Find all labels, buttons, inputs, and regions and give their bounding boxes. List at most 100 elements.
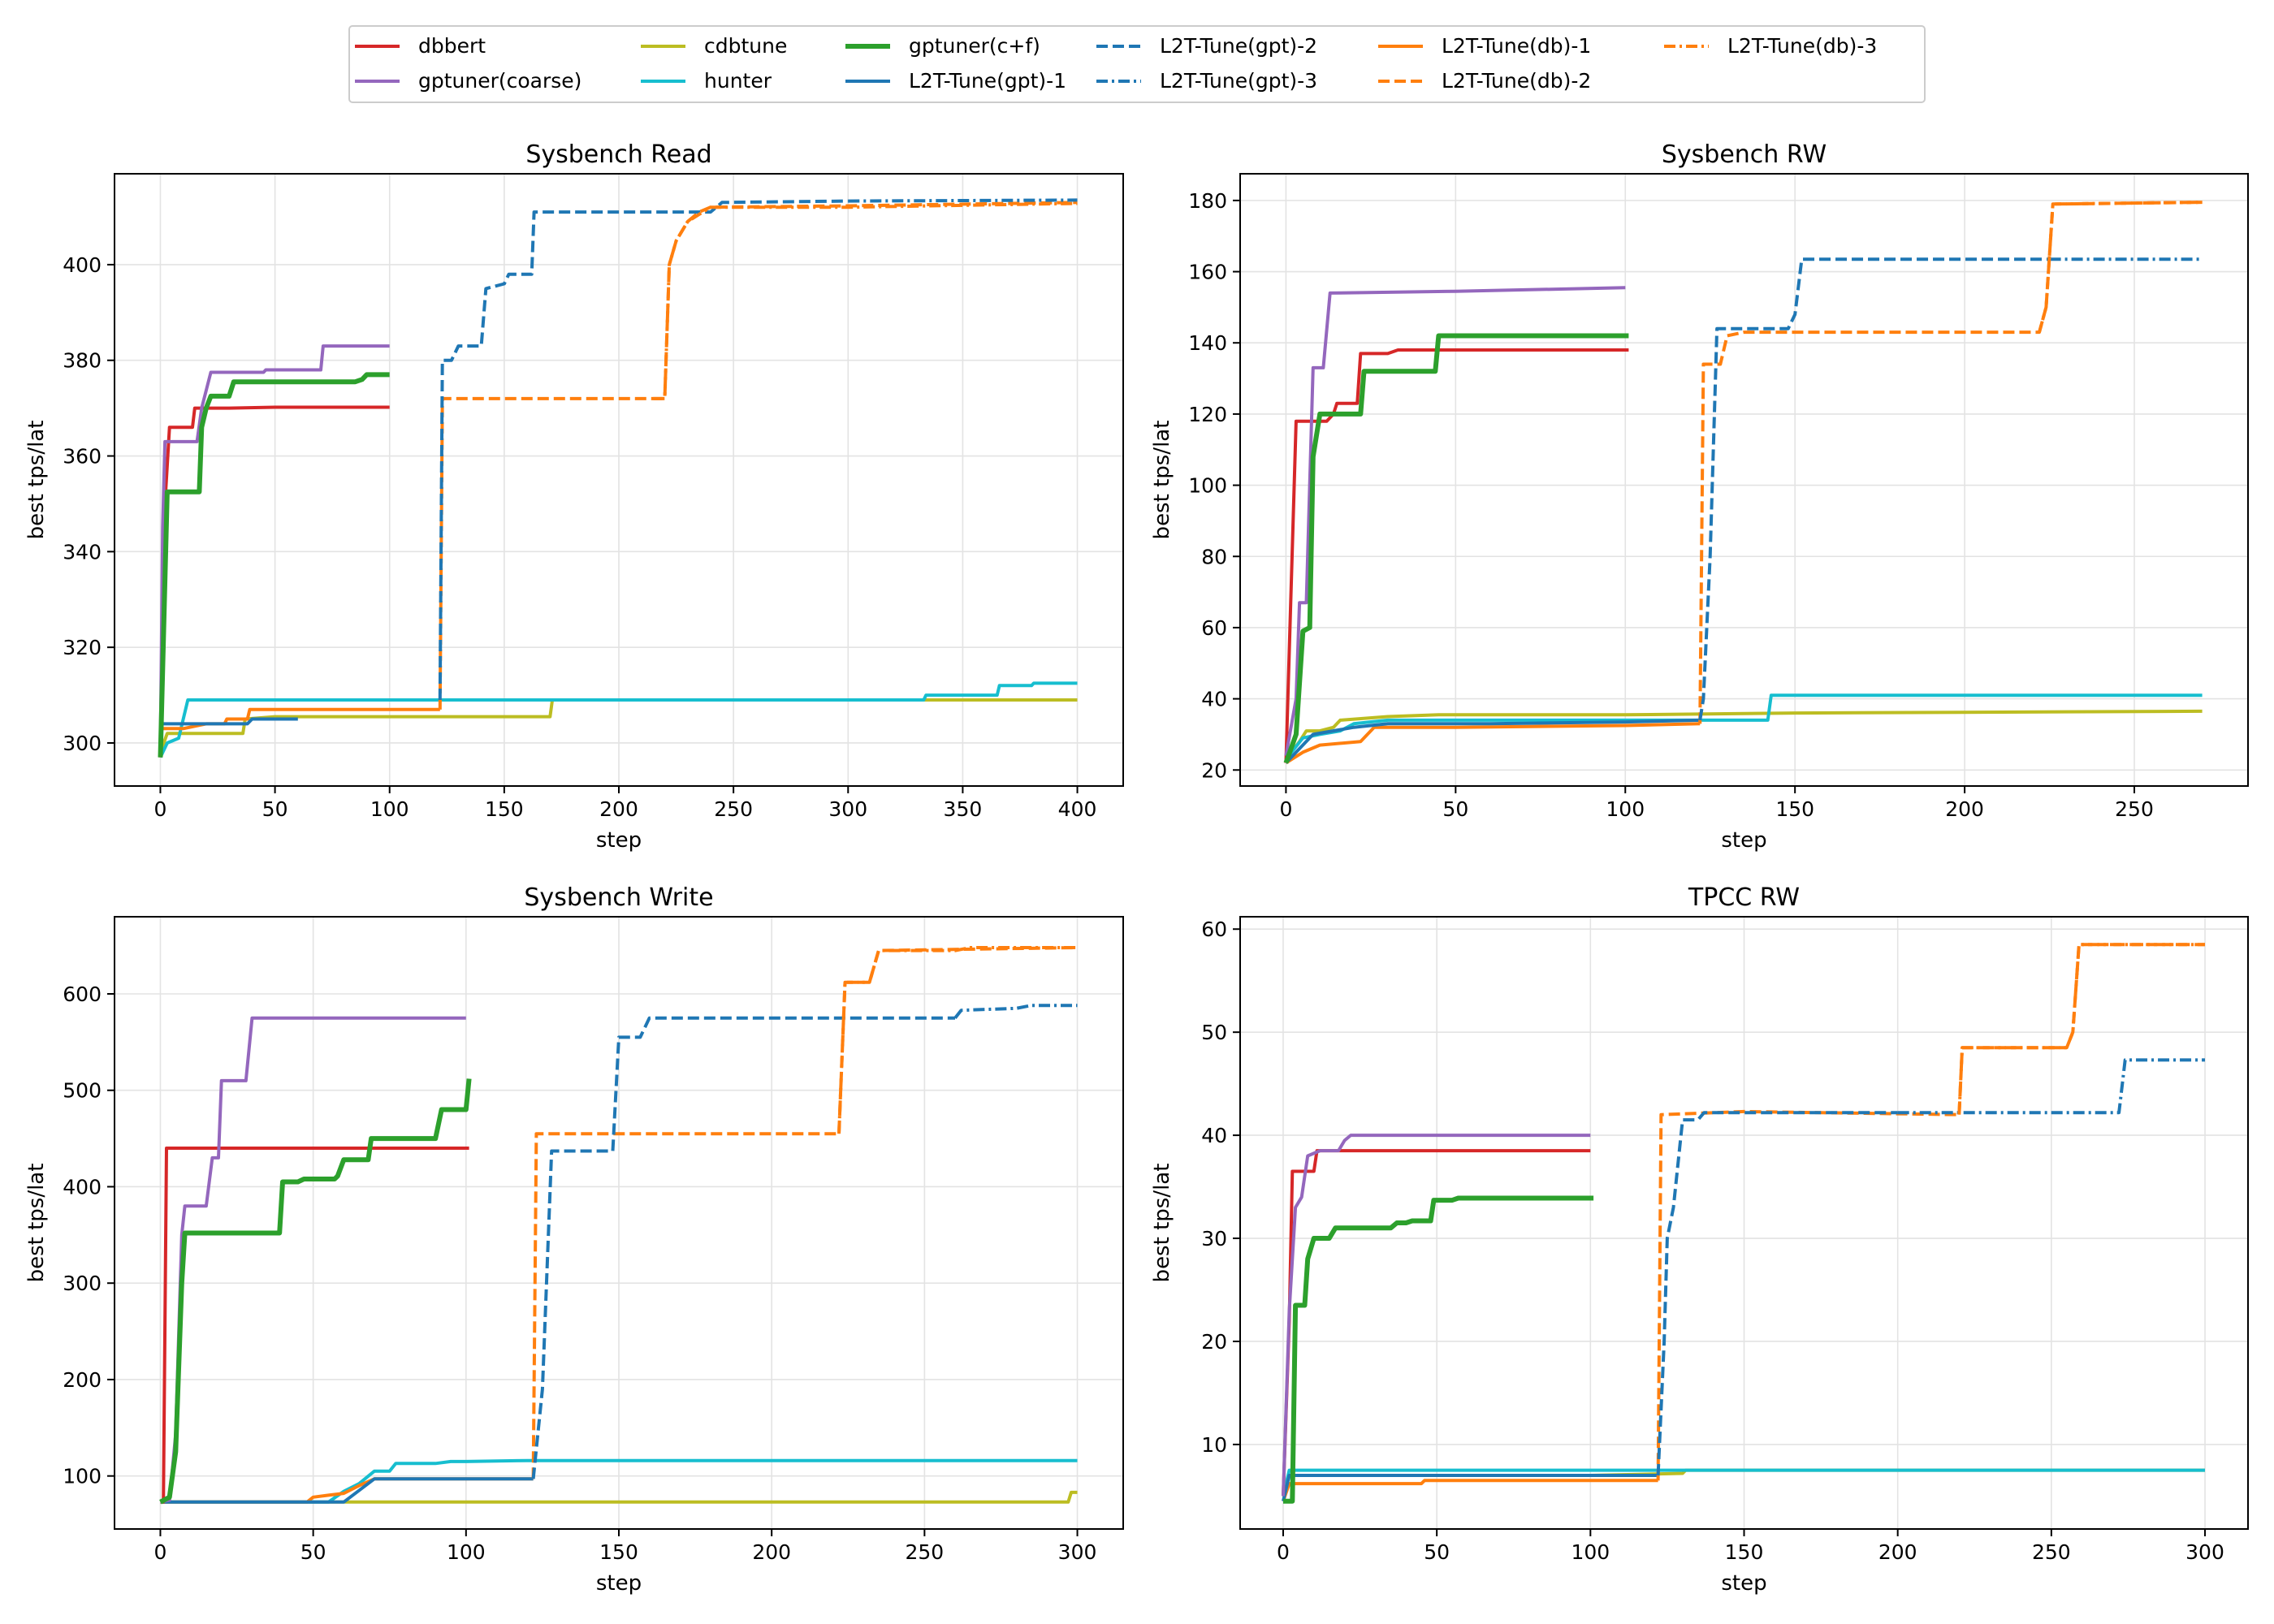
x-tick-label: 50 xyxy=(262,797,288,821)
x-tick-label: 200 xyxy=(599,797,638,821)
legend: dbbert gptuner(coarse) cdbtune hunter gptune… xyxy=(348,25,1926,103)
legend-label: L2T-Tune(gpt)-3 xyxy=(1160,69,1317,93)
x-axis-label: step xyxy=(596,1571,642,1596)
x-tick-label: 200 xyxy=(752,1540,791,1564)
series-line-gptuner-coarse xyxy=(1282,1134,1591,1497)
series-group xyxy=(1283,201,2203,765)
y-tick-label: 340 xyxy=(63,540,102,564)
x-tick-label: 200 xyxy=(1878,1540,1917,1564)
series-line-l2t-tune-gpt-3 xyxy=(953,1004,1078,1019)
x-tick-label: 150 xyxy=(485,797,524,821)
series-group xyxy=(159,946,1078,1505)
series-line-hunter xyxy=(160,1458,1078,1504)
panel-sysbench-rw: 0 50 100 150 200 250 20 40 60 80 100 120 140 160 180 Sy… xyxy=(1150,140,2249,853)
series-line-l2t-tune-db-3 xyxy=(837,946,1078,1134)
series-line-l2t-tune-gpt-3 xyxy=(848,198,1078,203)
y-tick-label: 320 xyxy=(63,636,102,659)
series-line-gptuner-coarse xyxy=(1284,286,1626,757)
x-tick-label: 100 xyxy=(1606,797,1645,821)
y-tick-label: 200 xyxy=(63,1368,102,1392)
y-tick-label: 140 xyxy=(1188,331,1227,355)
series-line-cdbtune xyxy=(1284,709,2203,761)
plot-frame xyxy=(1239,173,2249,787)
y-tick-label: 180 xyxy=(1188,189,1227,213)
x-tick-label: 100 xyxy=(447,1540,486,1564)
series-line-gptuner-c-f xyxy=(1283,333,1629,764)
panel-sysbench-read: 0 50 100 150 200 250 300 350 400 300 320 340 360 380 4… xyxy=(24,140,1124,853)
y-tick-label: 60 xyxy=(1201,616,1227,640)
y-tick-label: 360 xyxy=(63,445,102,469)
legend-item-dbbert: dbbert xyxy=(355,34,486,58)
legend-item-l2t-tune-db-3: L2T-Tune(db)-3 xyxy=(1664,34,1877,58)
series-group xyxy=(1282,943,2205,1504)
x-axis-label: step xyxy=(596,828,642,853)
y-tick-label: 100 xyxy=(63,1465,102,1488)
x-tick-label: 350 xyxy=(944,797,983,821)
x-tick-label: 0 xyxy=(1279,797,1292,821)
series-line-dbbert xyxy=(158,405,390,758)
series-line-gptuner-coarse xyxy=(158,344,390,748)
series-group xyxy=(158,198,1078,758)
x-tick-label: 150 xyxy=(599,1540,638,1564)
chart-title: Sysbench Write xyxy=(524,883,713,912)
legend-label: L2T-Tune(gpt)-2 xyxy=(1160,34,1317,58)
y-tick-label: 40 xyxy=(1201,688,1227,711)
x-tick-label: 300 xyxy=(1058,1540,1097,1564)
y-tick-label: 300 xyxy=(63,732,102,755)
grid xyxy=(1240,174,2248,786)
legend-label: L2T-Tune(db)-2 xyxy=(1442,69,1591,93)
x-axis-label: step xyxy=(1721,828,1766,853)
legend-label: gptuner(coarse) xyxy=(418,69,581,93)
legend-item-l2t-tune-db-2: L2T-Tune(db)-2 xyxy=(1378,69,1591,93)
y-tick-label: 600 xyxy=(63,983,102,1006)
x-tick-label: 250 xyxy=(2032,1540,2071,1564)
legend-item-gptuner-c-f: gptuner(c+f) xyxy=(845,34,1040,58)
y-tick-label: 40 xyxy=(1201,1124,1227,1147)
series-line-l2t-tune-db-2 xyxy=(1698,201,2203,724)
legend-item-cdbtune: cdbtune xyxy=(641,34,787,58)
x-axis-label: step xyxy=(1721,1571,1766,1596)
series-line-l2t-tune-db-2 xyxy=(531,946,1078,1479)
legend-label: L2T-Tune(gpt)-1 xyxy=(909,69,1066,93)
y-tick-label: 380 xyxy=(63,349,102,373)
y-tick-label: 500 xyxy=(63,1079,102,1103)
legend-label: cdbtune xyxy=(704,34,787,58)
series-line-l2t-tune-db-1 xyxy=(1285,722,1701,765)
y-tick-label: 100 xyxy=(1188,474,1227,498)
grid xyxy=(115,917,1123,1529)
x-tick-label: 150 xyxy=(1775,797,1814,821)
y-axis-label: best tps/lat xyxy=(24,1164,49,1283)
series-line-l2t-tune-db-1 xyxy=(160,707,440,731)
series-line-l2t-tune-gpt-1 xyxy=(1284,718,1701,764)
x-tick-label: 50 xyxy=(1442,797,1468,821)
series-line-l2t-tune-gpt-3 xyxy=(1897,1058,2205,1115)
legend-item-hunter: hunter xyxy=(641,69,772,93)
y-tick-label: 30 xyxy=(1201,1227,1227,1250)
series-line-l2t-tune-gpt-2 xyxy=(531,1016,955,1479)
y-tick-label: 400 xyxy=(63,253,102,277)
series-line-l2t-tune-db-2 xyxy=(1656,943,2205,1481)
legend-label: hunter xyxy=(704,69,772,93)
series-line-gptuner-c-f xyxy=(1283,1195,1594,1504)
series-line-l2t-tune-gpt-1 xyxy=(1282,1474,1658,1502)
series-line-l2t-tune-db-3 xyxy=(2038,201,2203,333)
y-tick-label: 10 xyxy=(1201,1433,1227,1457)
y-tick-label: 60 xyxy=(1201,918,1227,941)
x-tick-label: 100 xyxy=(370,797,409,821)
grid xyxy=(1240,917,2248,1529)
series-line-cdbtune xyxy=(160,1490,1078,1504)
panel-sysbench-write: 0 50 100 150 200 250 300 100 200 300 400 500 600 Sysb… xyxy=(24,883,1124,1596)
x-tick-label: 300 xyxy=(828,797,867,821)
series-line-hunter xyxy=(158,681,1078,758)
x-tick-label: 50 xyxy=(1424,1540,1450,1564)
series-line-l2t-tune-gpt-2 xyxy=(1698,257,2050,721)
y-tick-label: 50 xyxy=(1201,1021,1227,1044)
y-tick-label: 20 xyxy=(1201,1330,1227,1354)
series-line-l2t-tune-gpt-1 xyxy=(160,717,298,726)
y-tick-label: 120 xyxy=(1188,403,1227,426)
series-line-gptuner-c-f xyxy=(159,1078,472,1505)
series-line-l2t-tune-db-3 xyxy=(1957,943,2205,1115)
legend-item-gptuner-coarse: gptuner(coarse) xyxy=(355,69,581,93)
series-line-l2t-tune-db-1 xyxy=(1282,1479,1658,1502)
